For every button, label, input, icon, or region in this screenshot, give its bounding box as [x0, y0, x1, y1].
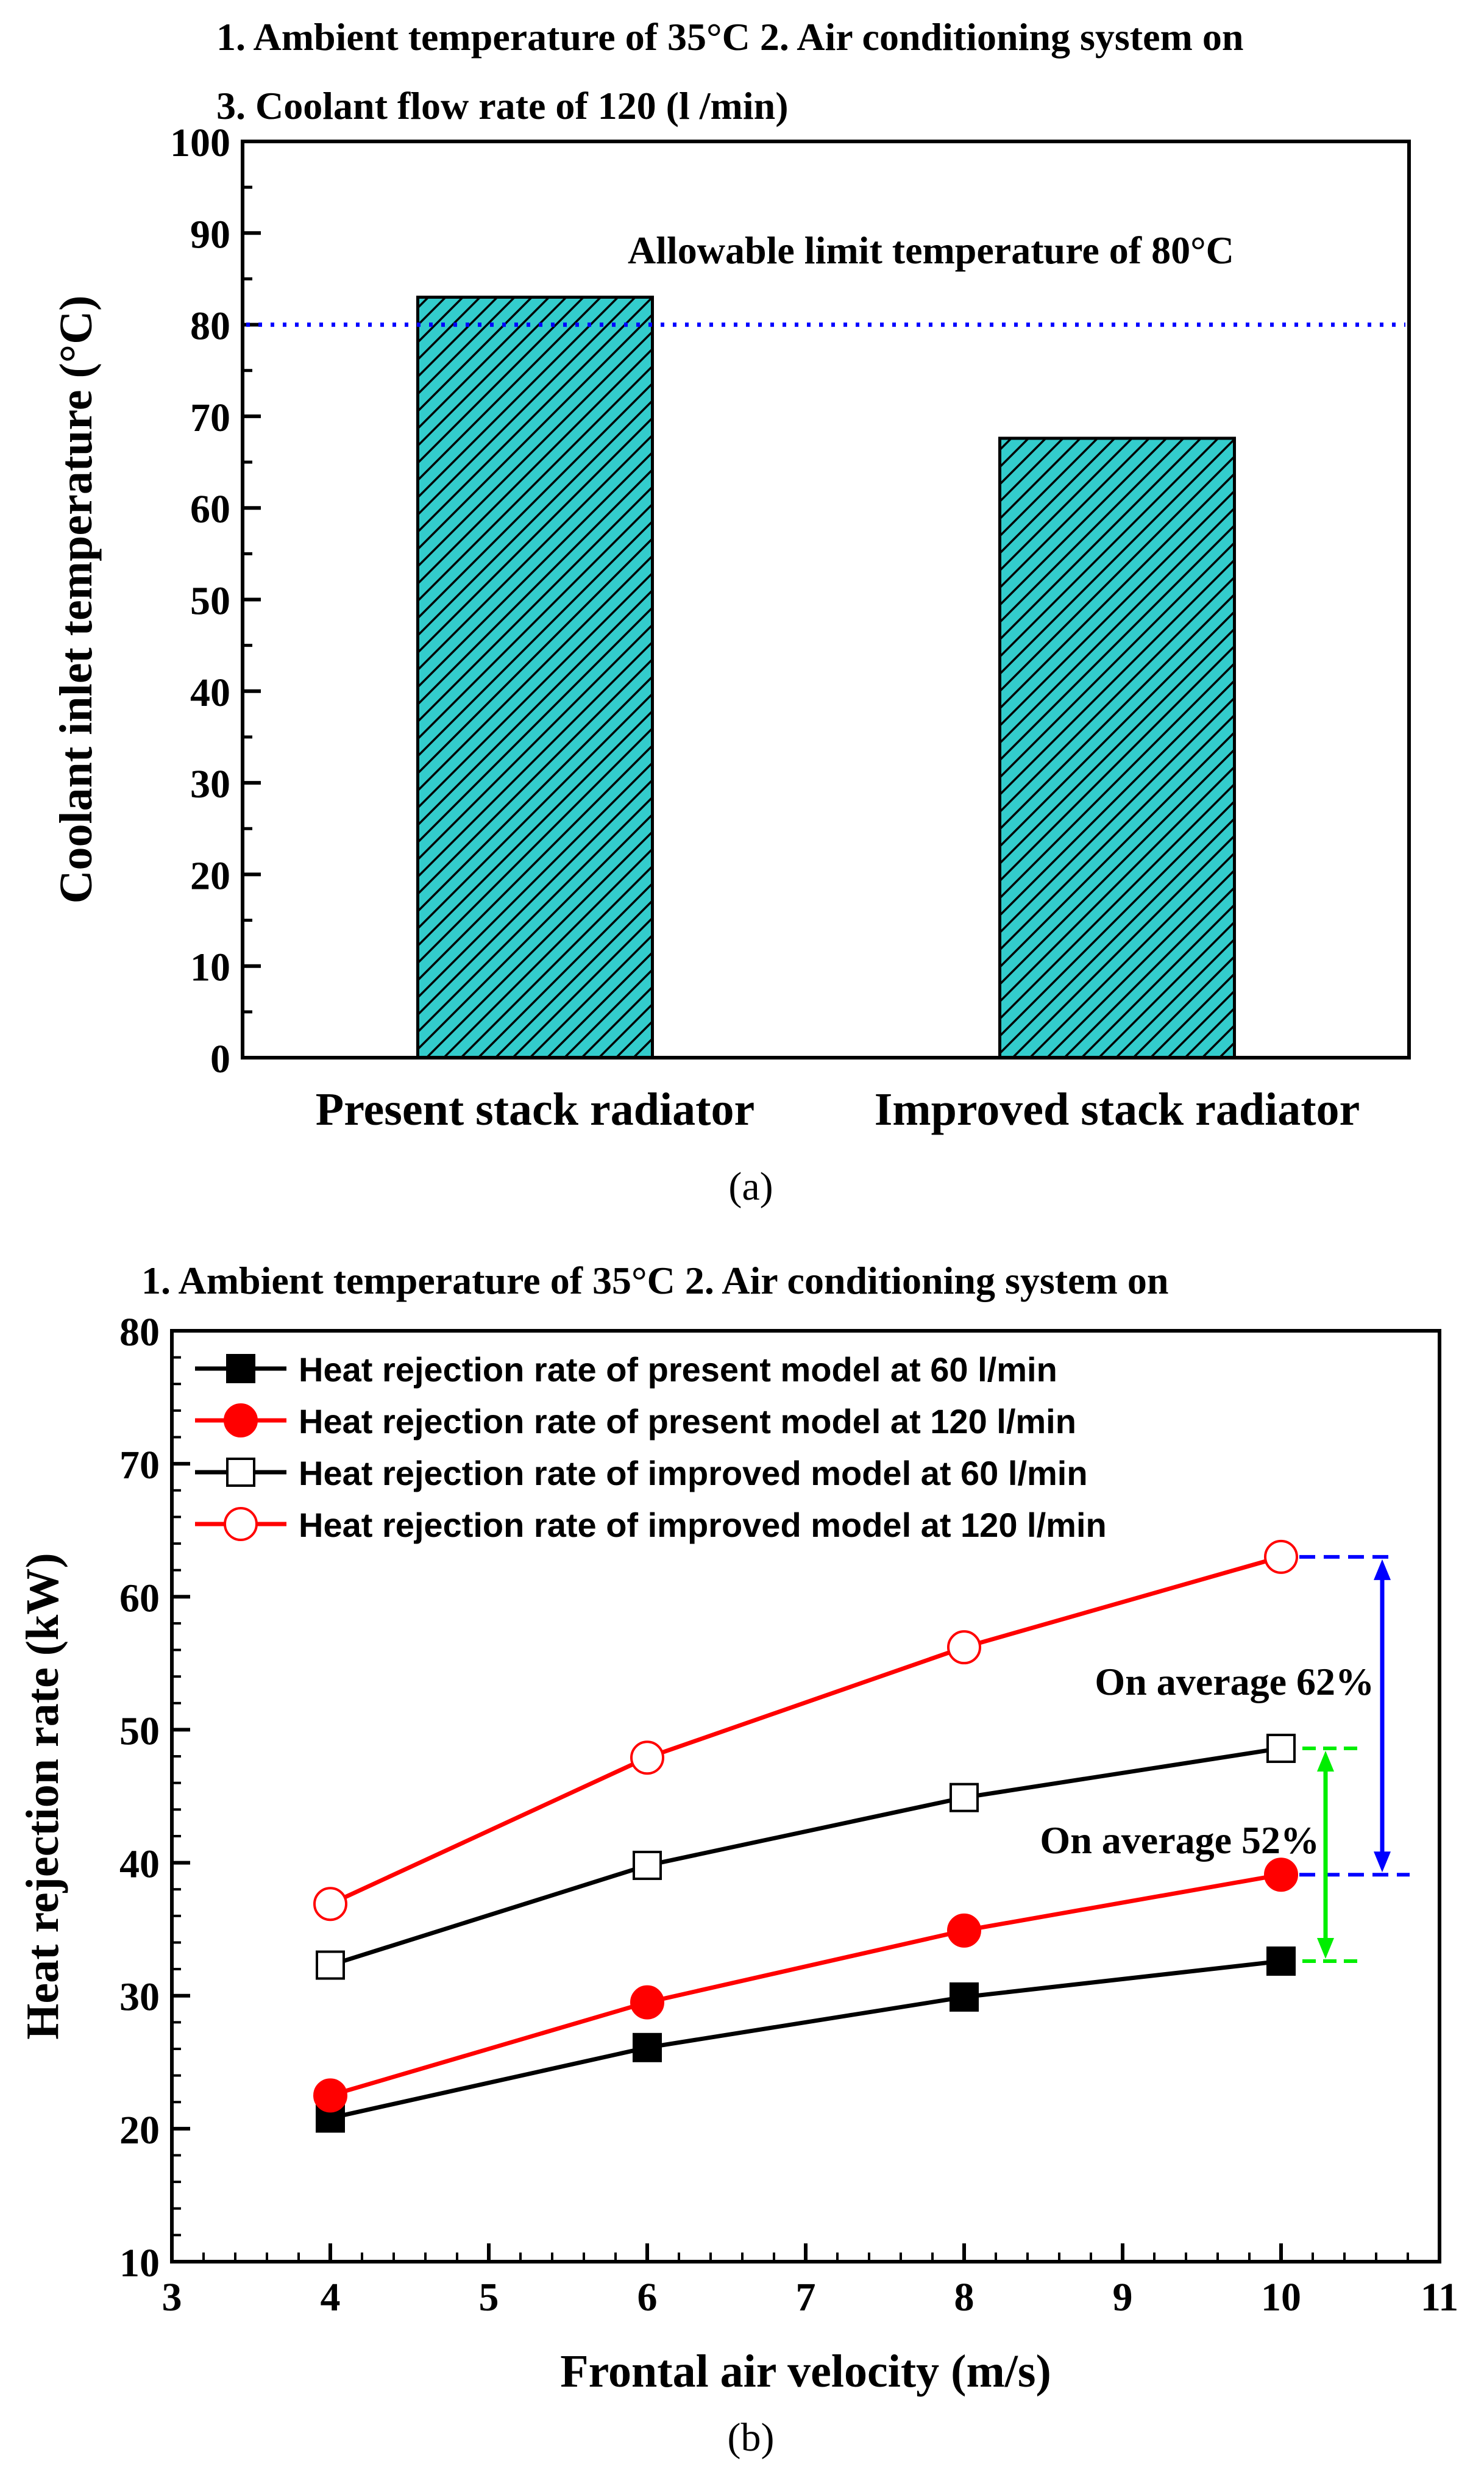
chart-b-y-tick-label: 30: [119, 1975, 160, 2020]
chart-b-legend: Heat rejection rate of present model at …: [195, 1350, 1107, 1544]
chart-b-arrowhead: [1374, 1559, 1391, 1580]
chart-b-legend-label: Heat rejection rate of improved model at…: [299, 1506, 1107, 1544]
chart-b-point: [316, 1950, 345, 1980]
chart-a-y-ticks: 0 10 20 30 40 50 60 70 80 90 100: [170, 121, 261, 1081]
chart-b-point: [1266, 1733, 1296, 1763]
chart-b-point: [630, 1985, 664, 2020]
chart-b-annotation-label: On average 62%: [1095, 1660, 1374, 1703]
chart-a-panel-label: (a): [728, 1164, 773, 1209]
chart-a-y-tick-label: 90: [190, 212, 230, 257]
chart-b-point: [947, 1913, 981, 1948]
chart-a-title-line2: 3. Coolant flow rate of 120 (l /min): [216, 84, 789, 127]
chart-b-x-tick-label: 11: [1421, 2275, 1458, 2320]
chart-b-series-group: [316, 1946, 1296, 2133]
chart-a-y-axis-label: Coolant inlet temperature (°C): [51, 296, 102, 904]
chart-a-y-tick-label: 50: [190, 579, 230, 624]
chart-b-point: [633, 1850, 662, 1880]
chart-b-legend-label: Heat rejection rate of present model at …: [299, 1402, 1076, 1441]
chart-b-arrowhead: [1317, 1750, 1334, 1772]
chart-a-y-tick-label: 10: [190, 946, 230, 990]
chart-a-category-label: Present stack radiator: [316, 1084, 754, 1135]
chart-b-legend-label: Heat rejection rate of improved model at…: [299, 1454, 1088, 1492]
line-chart-panel: 1. Ambient temperature of 35°C 2. Air co…: [17, 1259, 1458, 2460]
chart-b-point: [224, 1507, 258, 1541]
chart-b-series-group: [316, 1733, 1296, 1980]
chart-b-x-tick-label: 7: [796, 2275, 816, 2320]
chart-b-x-tick-label: 4: [321, 2275, 341, 2320]
chart-b-x-tick-label: 8: [954, 2275, 975, 2320]
chart-b-series-line: [330, 1872, 1282, 2098]
chart-b-y-tick-label: 40: [119, 1842, 160, 1887]
chart-b-x-tick-label: 6: [637, 2275, 658, 2320]
chart-a-y-tick-label: 100: [170, 121, 230, 165]
chart-b-series: [313, 1539, 1298, 2133]
chart-b-point: [226, 1458, 255, 1487]
chart-b-point: [947, 1630, 981, 1665]
chart-a-y-tick-label: 40: [190, 671, 230, 715]
chart-b-point: [1264, 1539, 1298, 1574]
chart-b-point: [224, 1403, 258, 1437]
chart-b-x-tick-label: 9: [1113, 2275, 1133, 2320]
chart-b-arrowhead: [1374, 1851, 1391, 1873]
chart-b-annotation-label: On average 52%: [1040, 1818, 1319, 1862]
chart-b-point: [950, 1982, 979, 2012]
chart-a-y-tick-label: 30: [190, 762, 230, 807]
chart-b-plot-frame: [170, 1329, 1441, 2263]
chart-a-plot-frame: [241, 140, 1411, 1060]
bar-chart-panel: 1. Ambient temperature of 35°C 2. Air co…: [51, 15, 1411, 1209]
chart-b-point: [1266, 1946, 1296, 1976]
chart-b-legend-label: Heat rejection rate of present model at …: [299, 1350, 1057, 1389]
chart-a-y-tick-label: 70: [190, 396, 230, 440]
chart-b-point: [313, 2078, 347, 2113]
chart-b-point: [630, 1740, 664, 1775]
chart-a-category-label: Improved stack radiator: [875, 1084, 1360, 1135]
chart-b-series-group: [313, 1539, 1298, 1921]
chart-b-point: [950, 1783, 979, 1812]
chart-b-x-tick-label: 3: [162, 2275, 182, 2320]
chart-a-reference-label: Allowable limit temperature of 80°C: [628, 229, 1234, 272]
chart-b-x-tick-label: 10: [1261, 2275, 1301, 2320]
chart-b-annotations: On average 62% On average 52%: [1040, 1555, 1410, 1963]
chart-b-y-tick-label: 70: [119, 1443, 160, 1487]
chart-b-legend-entry: Heat rejection rate of improved model at…: [195, 1506, 1107, 1544]
chart-b-series-line: [329, 1555, 1282, 1906]
chart-b-legend-entry: Heat rejection rate of present model at …: [195, 1402, 1076, 1441]
chart-b-panel-label: (b): [728, 2415, 775, 2460]
chart-b-title-line1: 1. Ambient temperature of 35°C 2. Air co…: [141, 1259, 1168, 1302]
chart-a-y-tick-label: 60: [190, 487, 230, 532]
chart-b-series-line: [330, 1959, 1282, 2120]
chart-b-y-tick-label: 60: [119, 1576, 160, 1620]
chart-b-series-line: [329, 1746, 1282, 1967]
chart-b-legend-entry: Heat rejection rate of improved model at…: [195, 1454, 1088, 1492]
chart-a-y-tick-label: 20: [190, 853, 230, 898]
chart-b-series-group: [313, 1857, 1298, 2113]
chart-b-arrowhead: [1317, 1937, 1334, 1959]
chart-b-y-axis-label: Heat rejection rate (kW): [17, 1553, 68, 2039]
chart-b-point: [226, 1354, 255, 1383]
chart-b-point: [633, 2032, 662, 2062]
chart-a-bar-hatch: [416, 296, 654, 1060]
chart-b-y-tick-label: 10: [119, 2241, 160, 2285]
chart-b-legend-entry: Heat rejection rate of present model at …: [195, 1350, 1057, 1389]
chart-a-y-tick-label: 80: [190, 304, 230, 349]
chart-a-title-line1: 1. Ambient temperature of 35°C 2. Air co…: [216, 15, 1243, 59]
chart-b-x-axis-label: Frontal air velocity (m/s): [560, 2346, 1051, 2397]
chart-a-y-tick-label: 0: [210, 1037, 230, 1081]
chart-b-point: [313, 1887, 347, 1921]
chart-b-point: [1264, 1857, 1298, 1892]
chart-b-y-tick-label: 50: [119, 1709, 160, 1753]
chart-a-bars: [416, 296, 1236, 1060]
chart-b-y-tick-label: 80: [119, 1310, 160, 1355]
chart-a-bar-hatch: [998, 436, 1236, 1060]
chart-a-category-labels: Present stack radiator Improved stack rad…: [316, 1084, 1360, 1135]
chart-b-x-tick-label: 5: [479, 2275, 499, 2320]
chart-b-y-tick-label: 20: [119, 2108, 160, 2153]
